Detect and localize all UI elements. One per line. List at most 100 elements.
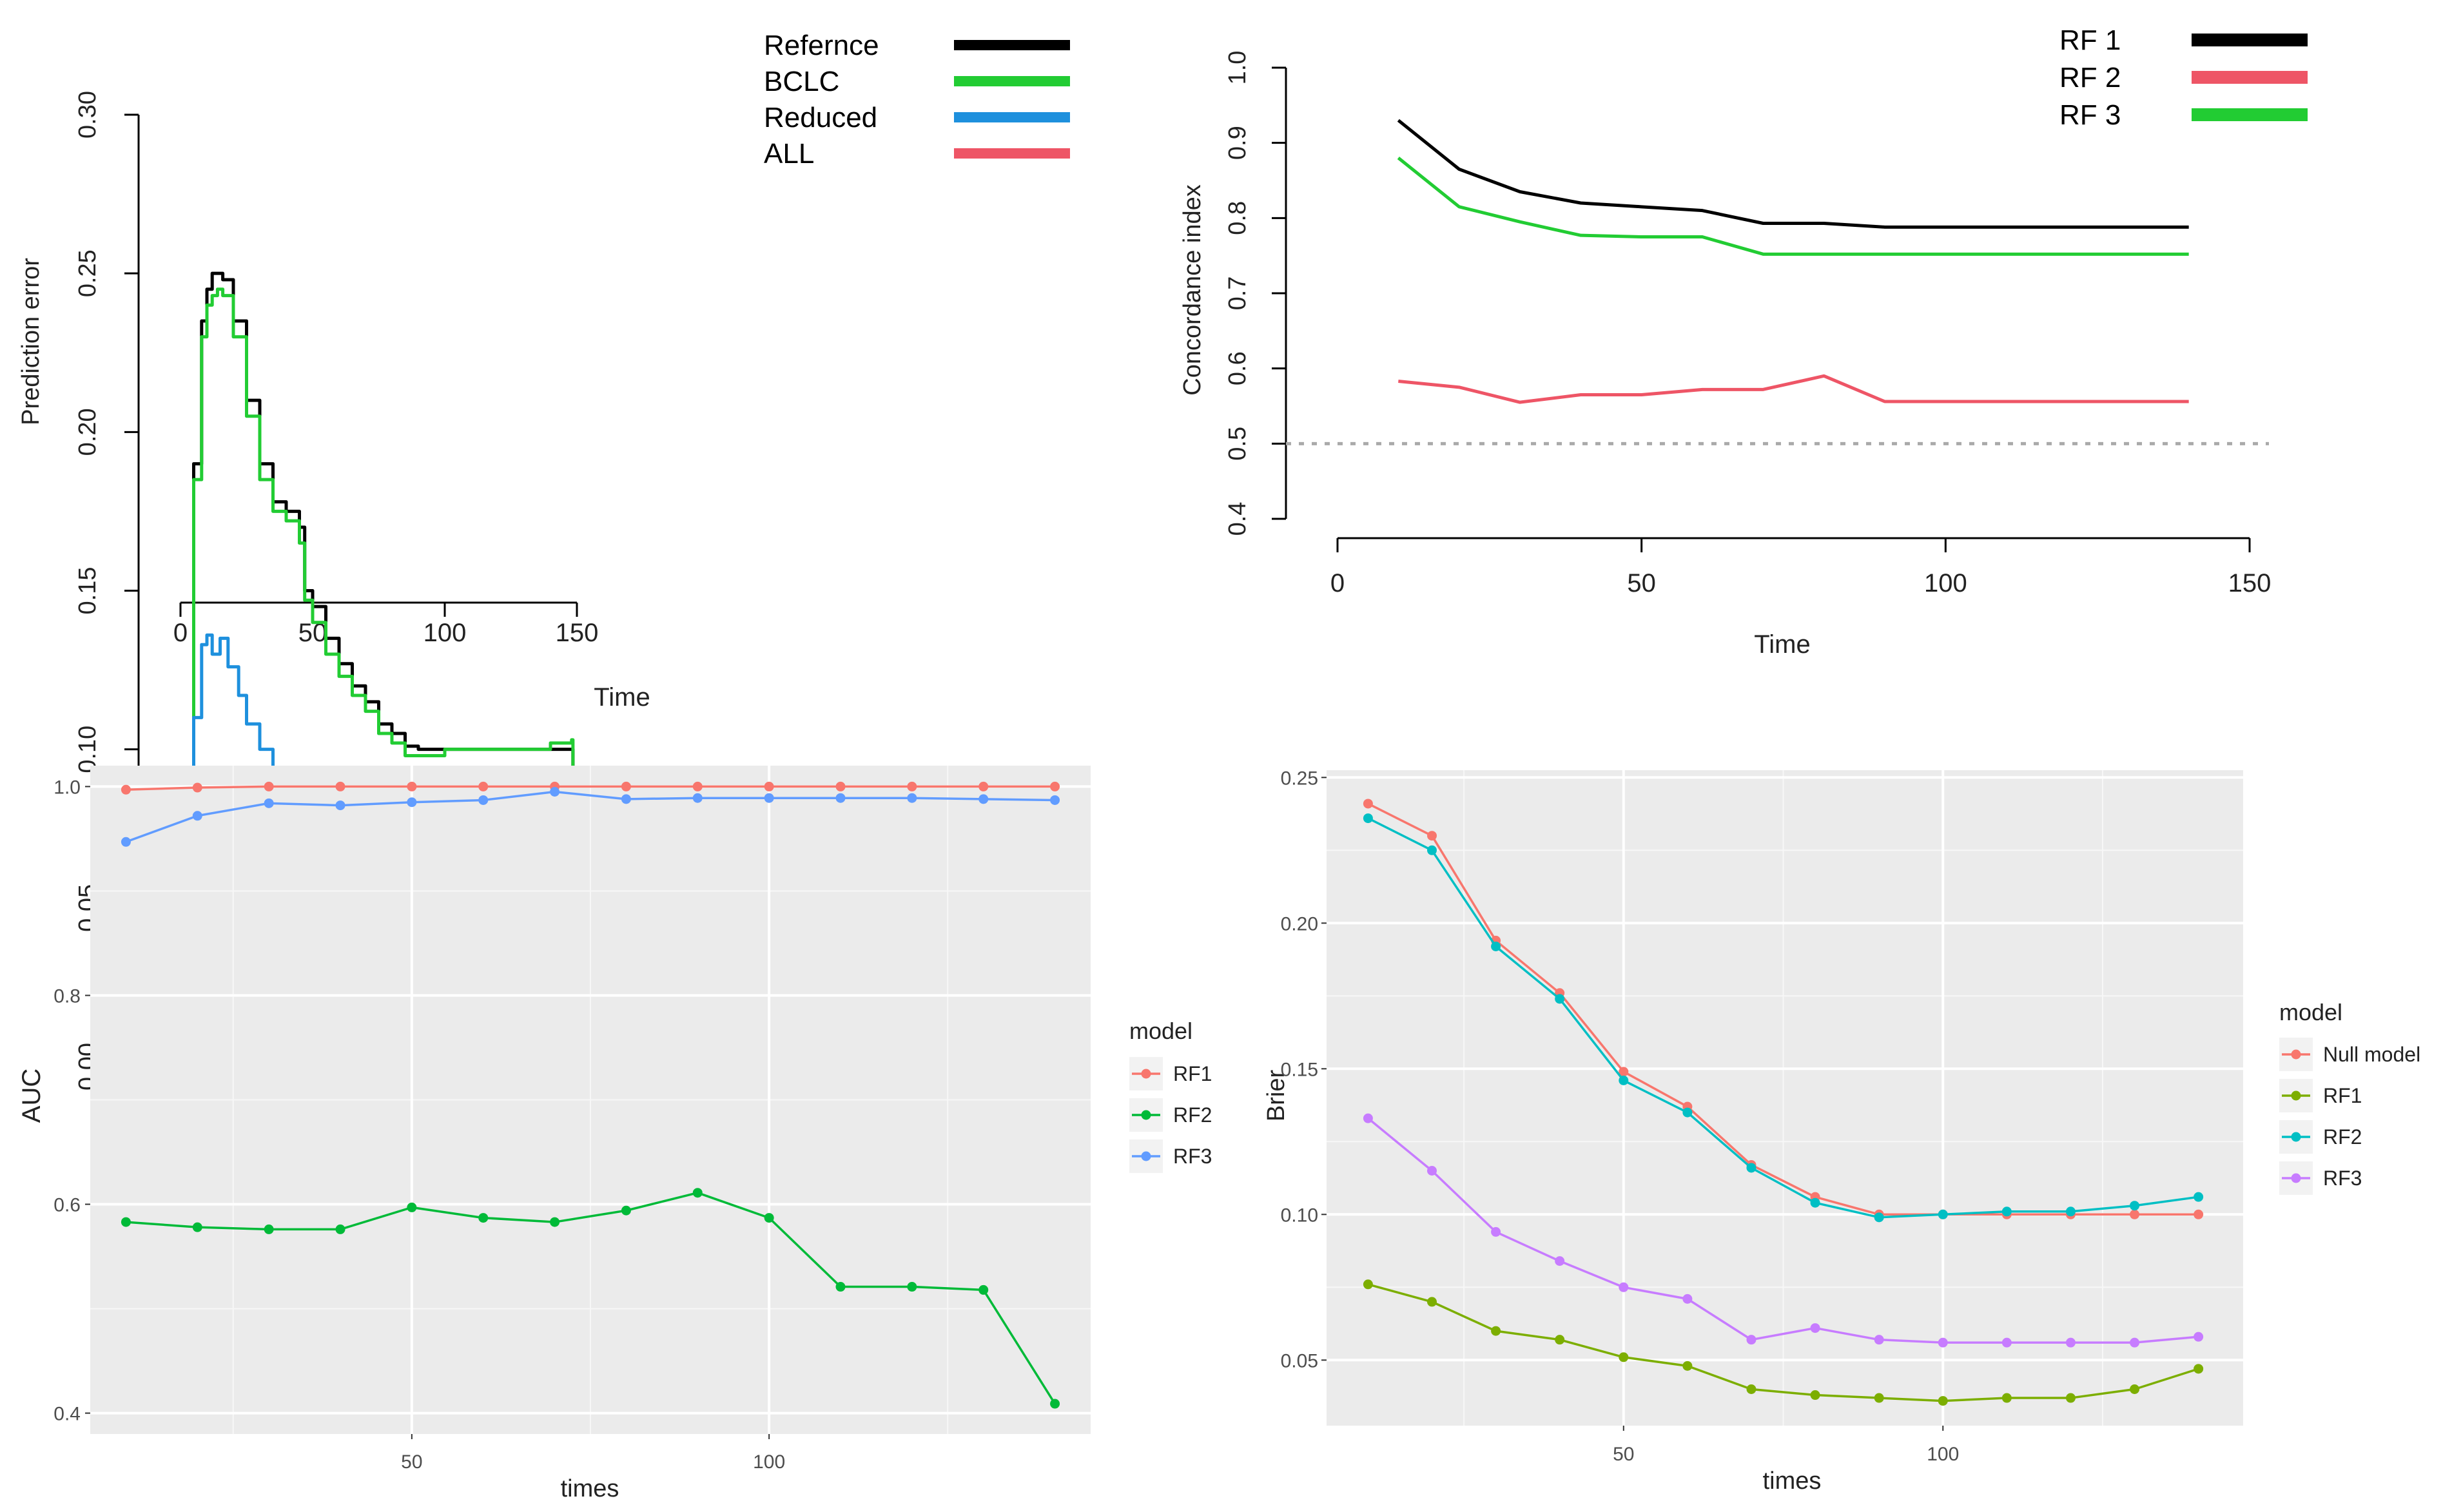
y-tick-label: 0.25 (74, 249, 101, 297)
data-point (2065, 1207, 2076, 1217)
data-point (1491, 941, 1501, 951)
y-tick-label: 0.6 (54, 1195, 81, 1216)
legend-swatch-point (1141, 1069, 1151, 1079)
series-line (1367, 802, 2199, 1216)
data-point (764, 793, 774, 803)
x-tick-label: 0 (173, 619, 188, 647)
data-point (1491, 1226, 1501, 1237)
series-line (1398, 374, 2189, 404)
data-point (192, 811, 202, 821)
legend-label: RF1 (1173, 1062, 1212, 1085)
data-point (835, 781, 846, 791)
x-tick-label: 100 (753, 1451, 785, 1473)
data-point (978, 1284, 989, 1295)
data-point (978, 781, 989, 791)
data-point (2065, 1393, 2076, 1403)
y-axis-label: AUC (17, 1069, 46, 1123)
y-tick-label: 0.10 (1281, 1205, 1318, 1226)
data-point (2001, 1337, 2012, 1348)
data-point (692, 793, 703, 803)
data-point (192, 782, 202, 793)
x-axis-label: times (561, 1475, 619, 1502)
y-tick-label: 0.8 (1224, 201, 1251, 235)
data-point (978, 794, 989, 804)
data-point (1363, 813, 1373, 824)
legend-swatch-point (2291, 1173, 2301, 1183)
data-point (907, 1282, 917, 1292)
y-tick-label: 1.0 (54, 777, 81, 798)
data-point (621, 794, 631, 804)
y-tick-label: 0.15 (74, 567, 101, 615)
data-point (1810, 1323, 1820, 1333)
series-line (180, 271, 575, 1069)
legend-label: Reduced (764, 102, 877, 133)
legend-label: Null model (2323, 1043, 2420, 1066)
series-line (126, 1191, 1056, 1404)
series-line (126, 785, 1055, 791)
x-axis-label: Time (594, 683, 650, 712)
data-point (264, 798, 274, 808)
legend-swatch-point (2291, 1132, 2301, 1142)
data-point (192, 1222, 202, 1232)
y-tick-label: 0.10 (74, 726, 101, 773)
y-tick-label: 0.7 (1224, 276, 1251, 311)
data-point (1746, 1163, 1756, 1173)
data-point (2130, 1384, 2140, 1394)
x-tick-label: 100 (423, 619, 467, 647)
y-tick-label: 0.5 (1224, 427, 1251, 461)
concordance-index-chart: Concordance index Time 0.4 0.5 0.6 0.7 0.8 0.… (1179, 24, 2308, 659)
data-point (835, 1282, 846, 1292)
data-point (478, 795, 489, 805)
data-point (550, 787, 560, 797)
data-point (621, 1205, 631, 1216)
data-point (264, 781, 274, 791)
y-tick-label: 0.20 (74, 408, 101, 456)
data-point (121, 784, 131, 795)
data-point (1427, 845, 1437, 855)
legend-title: model (2279, 999, 2342, 1025)
data-point (1555, 1256, 1565, 1266)
data-point (1363, 1113, 1373, 1123)
legend-label: RF 2 (2059, 62, 2121, 93)
legend-label: RF2 (1173, 1103, 1212, 1127)
data-point (1619, 1352, 1629, 1362)
legend-swatch-point (1141, 1151, 1151, 1161)
data-point (764, 1213, 774, 1223)
data-point (1682, 1361, 1693, 1371)
legend-label: RF 1 (2059, 24, 2121, 56)
legend-label: Refernce (764, 30, 879, 61)
data-point (1050, 795, 1060, 805)
data-point (1874, 1335, 1884, 1345)
data-point (1938, 1337, 1948, 1348)
series-line (1367, 817, 2199, 1219)
y-tick-label: 0.9 (1224, 126, 1251, 160)
x-tick-label: 50 (1627, 569, 1656, 597)
x-tick-label: 100 (1924, 569, 1967, 597)
data-point (1810, 1390, 1820, 1401)
series-line (125, 790, 1055, 843)
data-point (1363, 1279, 1373, 1290)
data-point (478, 781, 489, 791)
y-tick-label: 0.15 (1281, 1059, 1318, 1080)
data-point (1874, 1212, 1884, 1223)
plot-panel (1327, 770, 2243, 1426)
data-point (1491, 1326, 1501, 1336)
data-point (1427, 1166, 1437, 1176)
legend-label: RF 3 (2059, 99, 2121, 131)
y-axis-label: Prediction error (17, 258, 44, 425)
data-point (1682, 1294, 1693, 1304)
data-point (335, 800, 345, 811)
data-point (1555, 994, 1565, 1004)
data-point (1050, 781, 1060, 791)
auc-chart: AUC times model 0.4 0.6 0.8 1.0 50 100 RF1 RF2 R… (17, 766, 1212, 1502)
data-point (1427, 1297, 1437, 1307)
x-axis-label: Time (1754, 630, 1810, 659)
x-axis-label: times (1763, 1468, 1822, 1495)
y-tick-label: 0.30 (74, 91, 101, 139)
brier-chart: Brier times model 0.05 0.10 0.15 0.20 0.25 50… (1263, 768, 2420, 1495)
legend-label: ALL (764, 138, 814, 170)
data-point (2130, 1201, 2140, 1211)
data-point (1746, 1335, 1756, 1345)
legend-label: BCLC (764, 66, 839, 97)
